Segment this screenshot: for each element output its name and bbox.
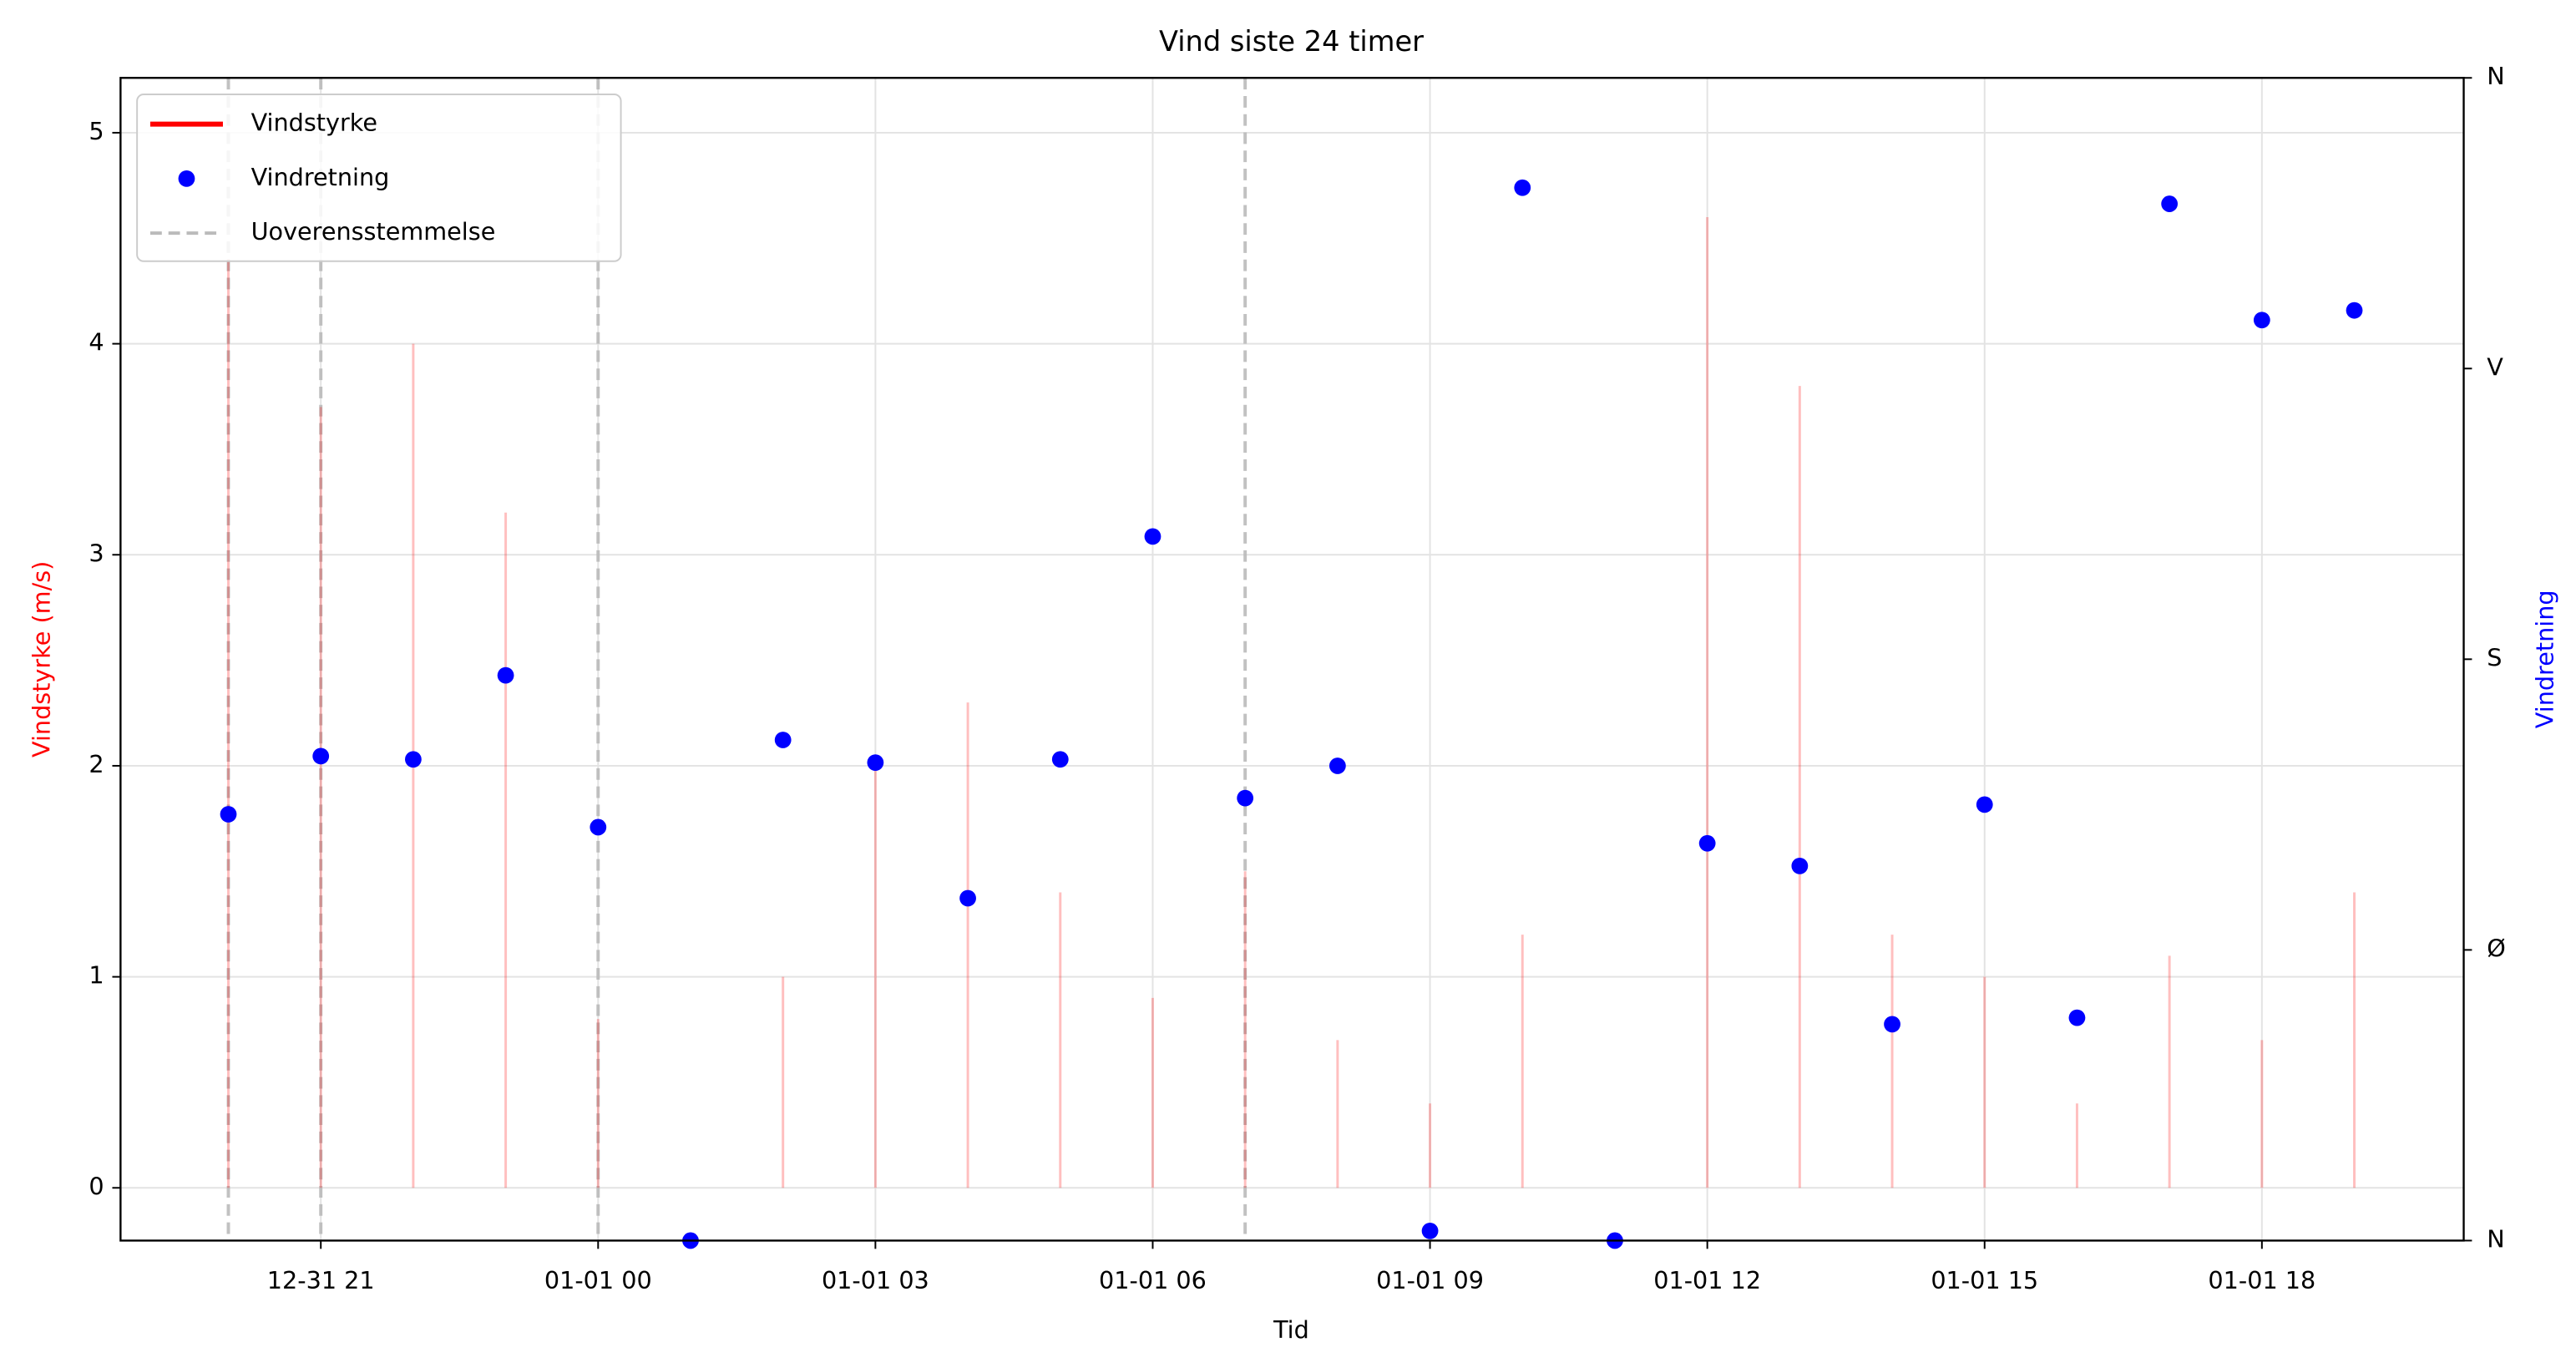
wind-direction-point [774,732,792,748]
legend-label: Vindstyrke [251,109,377,137]
y2-tick-label: Ø [2487,934,2506,962]
y-tick-label: 1 [89,961,104,990]
legend-label: Uoverensstemmelse [251,217,496,246]
wind-direction-point [1144,528,1161,545]
y-tick-label: 5 [89,117,104,145]
x-tick-label: 01-01 18 [2208,1266,2315,1295]
wind-direction-point [2346,301,2363,319]
wind-direction-point [2161,195,2179,212]
wind-direction-point [590,818,607,836]
wind-direction-point [1421,1222,1439,1239]
y2-tick-label: N [2487,62,2504,90]
x-tick-label: 01-01 12 [1653,1266,1761,1295]
wind-direction-point [1514,179,1531,196]
x-tick-label: 01-01 15 [1931,1266,2038,1295]
x-tick-label: 01-01 00 [544,1266,652,1295]
wind-direction-point [1328,757,1346,774]
wind-direction-point [220,806,237,823]
x-tick-label: 01-01 03 [822,1266,929,1295]
wind-direction-point [1884,1016,1900,1033]
wind-direction-point [1976,796,1993,813]
x-tick-label: 01-01 06 [1099,1266,1207,1295]
legend-box [136,94,622,262]
y-tick-label: 0 [89,1172,104,1200]
y2-tick-label: S [2487,643,2502,671]
wind-direction-point [867,754,884,771]
x-tick-label: 12-31 21 [267,1266,375,1295]
legend-marker [178,170,195,187]
x-axis-label: Tid [1273,1315,1309,1344]
y-tick-label: 3 [89,539,104,567]
y2-tick-label: V [2487,352,2503,381]
y-axis-label: Vindstyrke (m/s) [27,561,55,757]
y2-tick-label: N [2487,1224,2504,1253]
y-tick-label: 2 [89,750,104,778]
plot-frame [119,77,2465,1242]
wind-direction-point [2253,312,2270,329]
chart-title: Vind siste 24 timer [1159,25,1424,58]
wind-direction-point [1698,834,1716,852]
y2-axis-label: Vindretning [2530,590,2558,728]
wind-direction-point [1237,789,1254,807]
y-tick-label: 4 [89,328,104,357]
x-tick-label: 01-01 09 [1376,1266,1484,1295]
wind-direction-point [497,666,514,684]
wind-direction-point [2068,1009,2086,1026]
wind-direction-point [959,889,976,907]
wind-direction-point [405,751,422,768]
wind-direction-point [1791,857,1809,874]
legend-label: Vindretning [251,163,390,191]
wind-direction-point [312,747,330,765]
wind-direction-point [1051,751,1069,768]
plot-area [120,78,2464,1241]
